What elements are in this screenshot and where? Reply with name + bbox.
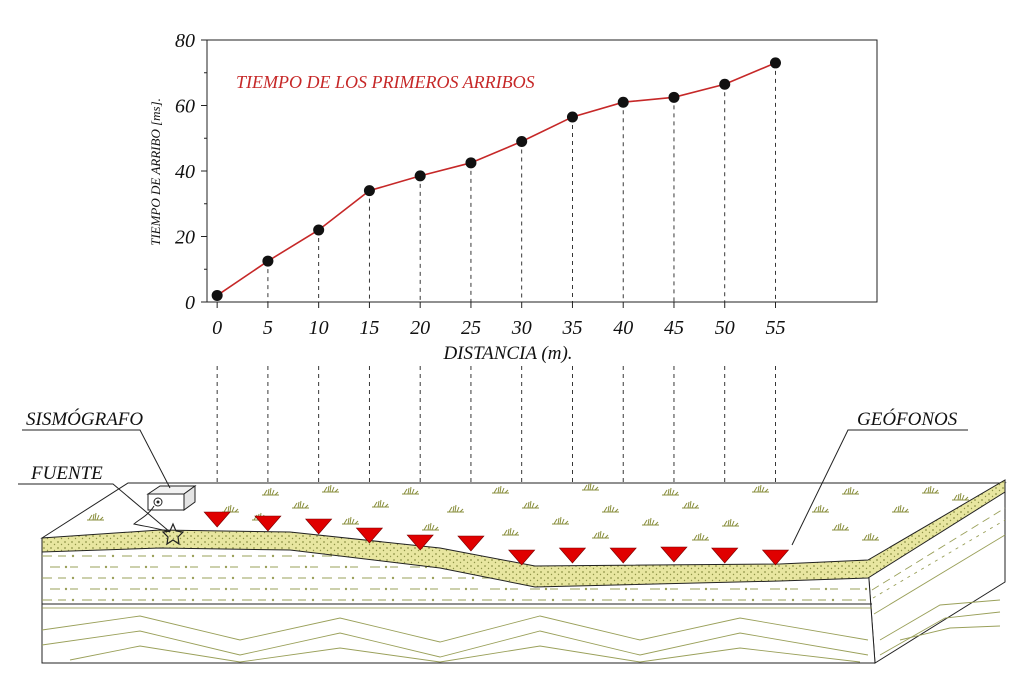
seismograph-leader [22,429,171,489]
terrain-block [40,479,1007,664]
data-point [211,289,223,301]
x-tick-label: 20 [410,317,430,339]
grass-tuft [922,485,939,494]
grass-tuft [322,484,339,493]
source-label: FUENTE [30,463,103,484]
grass-tuft [372,499,389,508]
geophone-icon [711,547,739,564]
grass-tuft [752,484,769,493]
grass-tuft [522,500,539,509]
grass-tuft [342,516,359,525]
data-markers [211,57,781,301]
data-point [465,157,477,169]
grass-tuft [222,504,239,513]
middle-stratum [42,548,872,604]
grass-tuft [592,530,609,539]
geophone-icon [203,511,231,528]
seismograph-box-side [183,485,196,511]
grass-tuft [552,516,569,525]
grass-tuft [952,492,969,501]
grass-tuft [832,522,849,531]
series-line [216,62,776,297]
y-tick-label: 0 [185,292,195,314]
grass-tuft [87,512,104,521]
y-tick-label: 60 [175,96,195,118]
y-axis-label: TIEMPO DE ARRIBO [ms]. [148,98,163,246]
surface-layer [41,479,1006,588]
grass-tuft [602,504,619,513]
geophones-leader [791,429,968,546]
geophone-icon [305,518,333,535]
data-point [668,91,680,103]
x-tick-label: 15 [359,317,379,339]
arrival-time-chart: 0 20 40 60 80 0 5 10 15 20 25 30 35 40 45 50 55 TIEMPO … [148,30,878,549]
data-point [719,78,731,90]
geophone-icon [355,527,384,544]
source-leader [18,483,171,533]
grass-tuft [292,500,309,509]
grass-tuft [812,504,829,513]
bedrock-strata [41,599,1001,663]
geophone-icon [254,515,282,532]
geophone-icon [508,549,536,566]
x-tick-label: 5 [263,317,273,339]
geophone-icon [761,549,790,566]
x-tick-label: 55 [765,317,785,339]
x-tick-label: 35 [561,317,582,339]
seismograph [133,485,197,533]
right-face-strata [871,507,1006,615]
source-star-icon [161,522,185,546]
grass-tuft [682,500,699,509]
grass-tuft [262,487,279,496]
data-point [262,255,274,267]
data-point [363,185,375,197]
y-tick-label: 40 [175,161,195,183]
geophone-icon [609,547,637,564]
x-tick-label: 40 [613,317,633,339]
x-axis-ticks: 0 5 10 15 20 25 30 35 40 45 50 55 [212,302,785,339]
geophones-label: GEÓFONOS [857,408,958,430]
grass-tuft [892,504,909,513]
data-point [769,57,781,69]
projection-lines [216,62,776,549]
data-point [313,224,325,236]
grass-tuft [842,486,859,495]
x-tick-label: 10 [309,317,329,339]
chart-title: TIEMPO DE LOS PRIMEROS ARRIBOS [236,72,535,92]
grass-tuft [662,487,679,496]
grass-tuft [582,482,599,491]
grass-tuft [402,486,419,495]
x-tick-label: 0 [212,317,222,339]
grass-tuft [722,518,739,527]
grass-tuft [422,522,439,531]
grass-tuft [492,485,509,494]
seismograph-label: SISMÓGRAFO [26,408,143,430]
grass-tuft [642,517,659,526]
data-point [414,170,426,182]
x-tick-label: 30 [511,317,532,339]
x-tick-label: 25 [461,317,481,339]
x-tick-label: 50 [715,317,735,339]
x-axis-label: DISTANCIA (m). [442,343,572,364]
y-tick-label: 80 [175,30,195,52]
y-axis-ticks: 0 20 40 60 80 [175,30,207,314]
geophones [203,511,790,566]
grass-tuft [502,527,519,536]
data-point [566,111,578,123]
geophone-icon [558,547,587,564]
x-tick-label: 45 [664,317,684,339]
grass-tuft [862,532,879,541]
data-point [617,96,629,108]
geophone-icon [457,535,485,552]
y-tick-label: 20 [175,227,195,249]
grass-tuft [447,504,464,513]
seismograph-dial-center [156,500,160,504]
data-point [516,136,528,148]
grass-tufts [87,482,969,541]
geophone-icon [406,534,434,551]
geophone-icon [660,546,688,563]
grass-tuft [692,532,709,541]
